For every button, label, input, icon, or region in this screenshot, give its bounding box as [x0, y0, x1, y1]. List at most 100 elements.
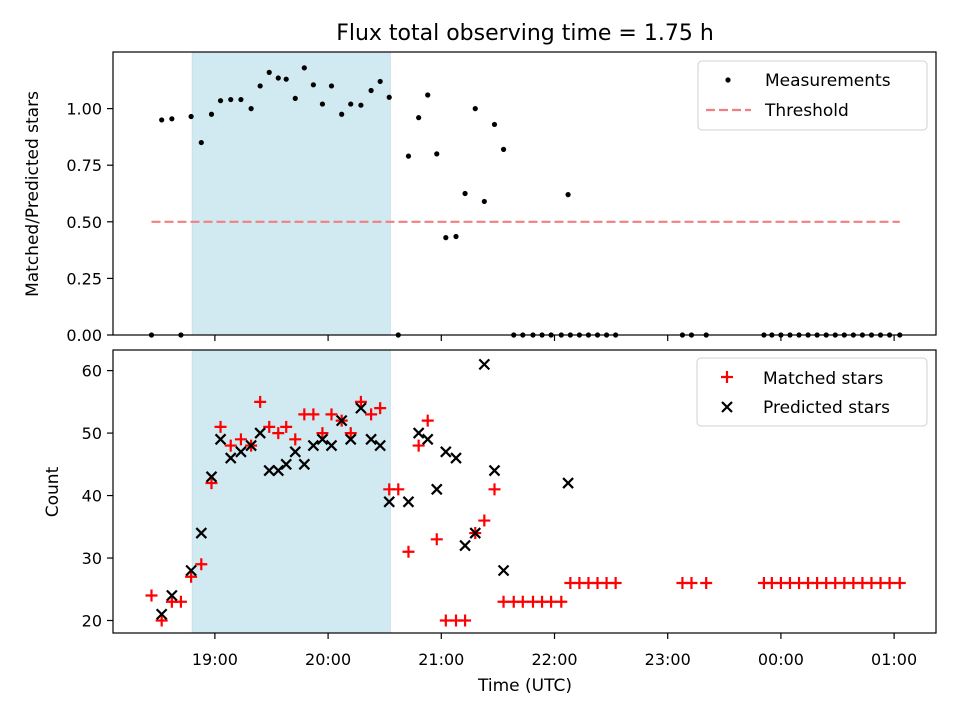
predicted-star-point [497, 564, 510, 577]
matched-star-point [185, 570, 198, 583]
predicted-star-point [185, 564, 197, 577]
top-y-tick-label: 0.00 [66, 326, 102, 345]
bottom-panel: 20 30 40 50 60 19:00 20:00 21:00 22:00 23:00 00:0… [43, 349, 937, 696]
measurement-point [416, 115, 422, 121]
matched-star-point [459, 614, 472, 627]
bottom-x-tick-label: 22:00 [531, 650, 577, 669]
measurement-point [462, 190, 468, 197]
measurement-point [358, 102, 364, 108]
predicted-star-point [430, 483, 443, 496]
measurements-legend-marker [725, 77, 731, 83]
matched-star-point [195, 558, 208, 571]
matched-star-point [325, 408, 338, 421]
bottom-y-tick-label: 30 [82, 549, 102, 568]
measurement-point [348, 101, 354, 107]
measurement-point [425, 92, 431, 98]
predicted-star-point [289, 446, 302, 458]
top-y-tick-label: 1.00 [66, 100, 102, 119]
bottom-x-tick-label: 01:00 [871, 650, 917, 669]
top-panel: 0.00 0.25 0.50 0.75 1.00 Matched/Predicted s… [23, 51, 937, 345]
predicted-stars-points [155, 358, 574, 621]
bottom-x-tick-label: 19:00 [192, 650, 238, 669]
predicted-star-point [335, 414, 348, 427]
measurement-point [169, 116, 175, 122]
matched-star-point [516, 595, 529, 608]
predicted-star-point [214, 433, 227, 446]
predicted-star-point [488, 464, 501, 477]
bottom-x-tick-label: 00:00 [758, 650, 804, 669]
top-x-ticks [214, 335, 895, 341]
matched-star-point [439, 614, 452, 627]
top-legend: Measurements Threshold [697, 60, 928, 131]
measurement-point [481, 198, 487, 205]
bottom-x-tick-label: 21:00 [418, 650, 464, 669]
predicted-star-point [245, 439, 257, 452]
matched-legend-label: Matched stars [763, 369, 883, 389]
matched-star-point [280, 420, 293, 433]
matched-star-point [392, 483, 405, 496]
bottom-x-tick-label: 20:00 [305, 650, 351, 669]
measurement-point [339, 111, 345, 117]
predicted-star-point [562, 477, 574, 489]
predicted-star-point [355, 402, 367, 414]
predicted-star-point [412, 427, 425, 439]
matched-stars-points [145, 395, 906, 627]
measurement-point [208, 111, 215, 117]
predicted-star-point [316, 433, 329, 446]
measurements-legend-label: Measurements [765, 71, 891, 91]
bottom-y-tick-label: 20 [82, 612, 102, 631]
matched-star-point [609, 577, 622, 590]
bottom-y-tick-label: 40 [82, 487, 102, 506]
matched-star-point [205, 477, 218, 490]
measurement-point [257, 83, 263, 89]
bottom-x-tick-label: 23:00 [645, 650, 691, 669]
measurement-point [228, 96, 234, 103]
measurement-point [188, 113, 194, 120]
measurement-point [491, 121, 498, 128]
measurement-point [248, 106, 254, 112]
predicted-star-point [459, 539, 471, 552]
measurement-point [198, 139, 204, 146]
bottom-y-axis: 20 30 40 50 60 [82, 362, 113, 631]
predicted-star-point [280, 458, 292, 471]
matched-star-point [421, 414, 434, 427]
top-y-axis: 0.00 0.25 0.50 0.75 1.00 [66, 100, 113, 345]
predicted-star-point [402, 496, 415, 508]
bottom-y-tick-label: 50 [82, 424, 102, 443]
predicted-star-point [235, 446, 247, 458]
matched-legend-marker [721, 371, 733, 383]
measurement-point [275, 75, 281, 81]
bottom-y-tick-label: 60 [82, 362, 102, 381]
predicted-star-point [478, 358, 491, 371]
matched-star-point [412, 439, 425, 452]
measurement-point [405, 153, 412, 159]
predicted-star-point [224, 452, 237, 464]
measurement-point [159, 117, 165, 123]
predicted-star-point [365, 433, 377, 446]
measurement-point [319, 101, 326, 107]
predicted-star-point [450, 452, 462, 464]
measurement-point [266, 69, 272, 75]
matched-star-point [155, 614, 168, 627]
matched-star-point [365, 408, 378, 421]
bottom-axes-frame [112, 349, 937, 634]
matched-star-point [174, 595, 187, 608]
measurement-point [238, 96, 244, 103]
chart-title: Flux total observing time = 1.75 h [336, 21, 714, 46]
predicted-star-point [421, 433, 434, 446]
measurement-point [301, 65, 307, 71]
predicted-star-point [155, 608, 168, 621]
threshold-legend-label: Threshold [764, 101, 849, 121]
predicted-star-point [166, 589, 178, 602]
top-shaded-region [191, 51, 391, 336]
predicted-legend-label: Predicted stars [763, 398, 890, 418]
measurement-point [377, 78, 383, 85]
predicted-star-point [195, 527, 208, 539]
measurement-point [292, 95, 298, 102]
bottom-legend: Matched stars Predicted stars [696, 357, 928, 427]
matched-star-point [316, 427, 329, 440]
measurement-point [434, 151, 440, 157]
predicted-star-point [298, 458, 311, 471]
matched-star-point [254, 395, 267, 408]
